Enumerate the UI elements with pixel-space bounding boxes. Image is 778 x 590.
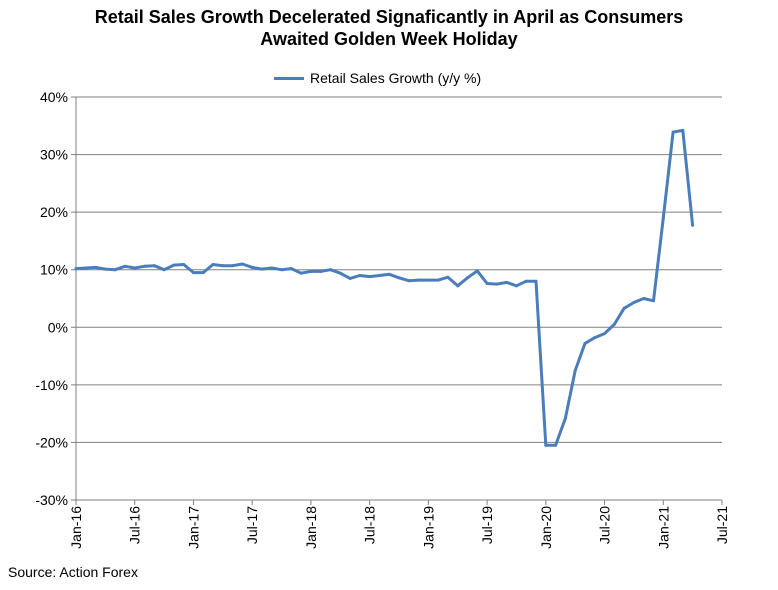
data-point xyxy=(172,263,176,267)
x-tick-label: Jan-18 xyxy=(303,506,319,549)
data-point xyxy=(201,271,205,275)
data-point xyxy=(182,263,186,267)
y-tick-label: 0% xyxy=(48,319,68,335)
data-point xyxy=(691,223,695,227)
data-point xyxy=(211,263,215,267)
data-point xyxy=(299,271,303,275)
y-tick-label: 40% xyxy=(40,89,68,105)
data-point xyxy=(133,266,137,270)
x-tick-label: Jul-21 xyxy=(714,506,730,544)
data-point xyxy=(358,273,362,277)
data-point xyxy=(524,279,528,283)
data-point xyxy=(250,265,254,269)
data-point xyxy=(84,266,88,270)
data-point xyxy=(231,264,235,268)
x-tick-label: Jan-17 xyxy=(185,506,201,549)
x-tick-label: Jul-18 xyxy=(362,506,378,544)
data-point xyxy=(632,301,636,305)
data-point xyxy=(505,280,509,284)
x-tick-label: Jul-19 xyxy=(479,506,495,544)
data-point xyxy=(485,282,489,286)
data-point xyxy=(661,216,665,220)
data-point xyxy=(563,416,567,420)
axes xyxy=(75,97,722,501)
y-tick-label: 10% xyxy=(40,262,68,278)
y-tick-label: -10% xyxy=(35,377,68,393)
data-point xyxy=(612,322,616,326)
y-tick-label: 30% xyxy=(40,147,68,163)
data-point xyxy=(436,278,440,282)
data-point xyxy=(456,284,460,288)
data-point xyxy=(495,282,499,286)
data-point xyxy=(397,276,401,280)
data-point xyxy=(573,368,577,372)
x-tick-label: Jul-20 xyxy=(597,506,613,544)
data-point xyxy=(260,267,264,271)
legend: Retail Sales Growth (y/y %) xyxy=(274,70,481,86)
chart-title-line-1: Retail Sales Growth Decelerated Signafic… xyxy=(94,7,684,27)
gridlines xyxy=(76,96,722,501)
chart-title: Retail Sales Growth Decelerated Signafic… xyxy=(0,6,778,50)
data-point xyxy=(289,267,293,271)
data-point xyxy=(162,268,166,272)
data-point xyxy=(671,130,675,134)
y-tick-label: -30% xyxy=(35,492,68,508)
chart-title-line-2: Awaited Golden Week Holiday xyxy=(260,29,518,49)
data-point xyxy=(338,271,342,275)
data-point xyxy=(407,279,411,283)
data-point xyxy=(152,264,156,268)
data-point xyxy=(319,269,323,273)
data-point xyxy=(74,267,78,271)
data-point xyxy=(113,268,117,272)
data-point xyxy=(544,443,548,447)
data-point xyxy=(426,278,430,282)
data-point xyxy=(377,273,381,277)
data-point xyxy=(622,306,626,310)
x-tick-label: Jan-20 xyxy=(538,506,554,549)
y-tick-label: -20% xyxy=(35,434,68,450)
data-point xyxy=(475,269,479,273)
x-tick-label: Jan-16 xyxy=(68,506,84,549)
y-tick-label: 20% xyxy=(40,204,68,220)
data-point xyxy=(387,272,391,276)
data-point xyxy=(280,268,284,272)
x-axis-ticks: Jan-16 Jul-16 Jan-17 Jul-17 Jan-18 Jul-18 Jan-… xyxy=(68,500,730,549)
data-point xyxy=(270,266,274,270)
data-point xyxy=(446,275,450,279)
data-point xyxy=(642,297,646,300)
data-point xyxy=(368,275,372,279)
data-point xyxy=(94,265,98,269)
data-point xyxy=(554,443,558,447)
data-point xyxy=(583,341,587,345)
data-point xyxy=(123,264,127,268)
x-tick-label: Jul-17 xyxy=(244,506,260,544)
data-point xyxy=(466,276,470,280)
data-point xyxy=(221,264,225,268)
legend-swatch xyxy=(274,76,304,80)
data-point xyxy=(651,299,655,303)
data-point xyxy=(240,262,244,266)
data-point xyxy=(514,284,518,288)
x-tick-label: Jan-19 xyxy=(420,506,436,549)
legend-label: Retail Sales Growth (y/y %) xyxy=(310,70,482,86)
source-note: Source: Action Forex xyxy=(8,564,138,580)
data-point xyxy=(328,268,332,272)
series-lines xyxy=(74,128,695,447)
data-point xyxy=(103,267,107,271)
data-point xyxy=(309,269,313,273)
data-point xyxy=(348,276,352,280)
x-tick-label: Jul-16 xyxy=(127,506,143,544)
data-point xyxy=(191,271,195,275)
data-point xyxy=(417,278,421,282)
series-line xyxy=(75,128,695,447)
data-point xyxy=(593,336,597,340)
data-point xyxy=(143,264,147,268)
x-tick-label: Jan-21 xyxy=(655,506,671,549)
data-point xyxy=(603,332,607,336)
data-point xyxy=(681,128,685,132)
data-point xyxy=(534,279,538,283)
y-axis-ticks: 40% 30% 20% 10% 0% -10% -20% -30% xyxy=(35,89,76,508)
